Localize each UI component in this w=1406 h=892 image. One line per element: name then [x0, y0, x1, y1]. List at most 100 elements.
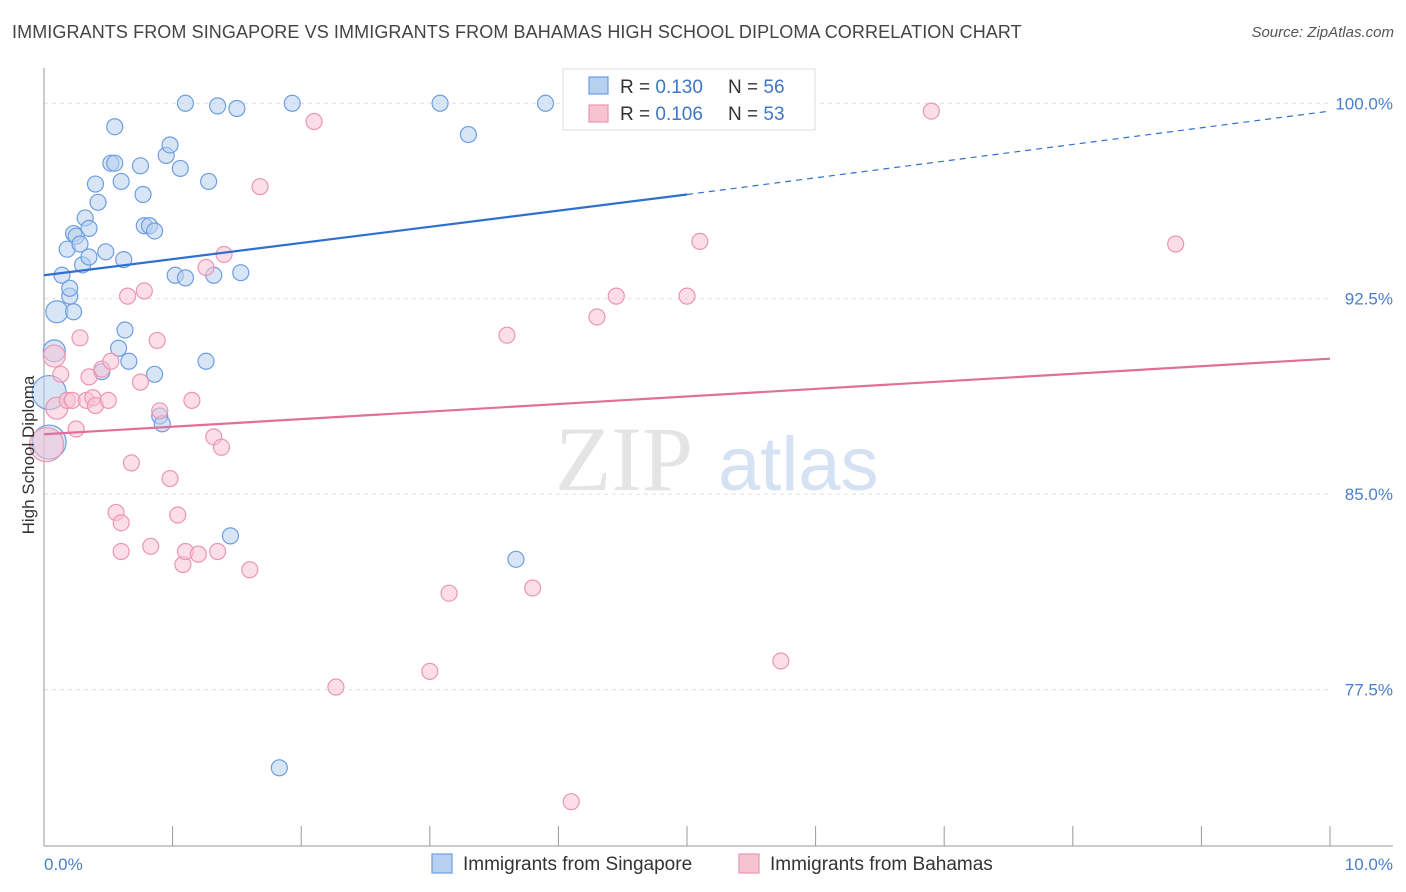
point-bahamas-29 [183, 391, 201, 409]
y-tick-label-0: 100.0% [1335, 94, 1393, 113]
svg-text:N = 53: N = 53 [728, 104, 785, 125]
point-singapore-22 [106, 154, 124, 172]
point-bahamas-46 [607, 287, 625, 305]
legend-r-value-bahamas: 0.106 [655, 104, 703, 125]
point-singapore-49 [270, 759, 288, 777]
legend-r-value-singapore: 0.130 [655, 77, 703, 98]
point-singapore-52 [459, 125, 477, 144]
point-bahamas-33 [209, 542, 227, 561]
watermark-atlas: atlas [718, 422, 879, 507]
point-bahamas-34 [212, 438, 231, 456]
legend-n-value-singapore: 56 [763, 77, 784, 98]
point-bahamas-44 [562, 793, 580, 811]
trend-line-bahamas [43, 357, 1331, 436]
point-bahamas-22 [142, 537, 160, 555]
x-tick-label-1: 10.0% [1345, 855, 1393, 874]
watermark: ZIP atlas [555, 408, 879, 510]
legend-r-label-bahamas: R = [620, 104, 655, 125]
point-singapore-40 [176, 269, 195, 287]
y-tick-label-3: 77.5% [1345, 681, 1393, 700]
legend-n-label-bahamas: N = [728, 104, 763, 125]
point-singapore-33 [145, 365, 164, 383]
point-bahamas-19 [122, 454, 141, 472]
legend-swatch-singapore [588, 76, 609, 95]
point-singapore-28 [131, 157, 150, 175]
point-singapore-7 [61, 279, 79, 297]
point-bahamas-50 [922, 102, 940, 120]
bottom-legend-swatch-bahamas [738, 853, 760, 874]
point-bahamas-51 [1167, 235, 1185, 253]
point-singapore-4 [53, 266, 71, 284]
x-axis-ticks [43, 826, 1331, 846]
point-singapore-54 [536, 94, 555, 112]
legend-swatch-bahamas [588, 104, 609, 123]
point-bahamas-24 [151, 402, 169, 420]
x-tick-label-0: 0.0% [44, 855, 83, 874]
point-bahamas-41 [440, 584, 458, 602]
point-singapore-29 [134, 185, 152, 204]
point-bahamas-9 [80, 368, 98, 386]
point-singapore-53 [507, 550, 525, 568]
bottom-legend-swatch-singapore [431, 853, 453, 874]
point-singapore-39 [171, 159, 189, 178]
correlation-legend: R = 0.130 N = 56 R = 0.106 N = 53 [562, 68, 816, 131]
point-bahamas-42 [498, 326, 516, 344]
point-bahamas-36 [241, 561, 259, 579]
point-singapore-26 [116, 321, 134, 339]
point-bahamas-38 [305, 112, 323, 131]
point-singapore-15 [80, 219, 98, 237]
point-singapore-8 [64, 303, 83, 321]
bottom-legend-label-singapore: Immigrants from Singapore [463, 854, 692, 875]
point-singapore-48 [232, 264, 250, 282]
point-bahamas-25 [161, 469, 179, 488]
point-bahamas-13 [99, 391, 117, 409]
point-bahamas-48 [691, 232, 709, 250]
y-tick-labels: 100.0% 92.5% 85.0% 77.5% [1335, 94, 1393, 699]
svg-text:N = 56: N = 56 [728, 77, 785, 98]
svg-text:R = 0.130: R = 0.130 [620, 77, 703, 98]
point-singapore-16 [86, 175, 105, 193]
trend-line-singapore [43, 193, 688, 277]
point-singapore-27 [120, 352, 138, 370]
legend-n-label-singapore: N = [728, 77, 763, 98]
point-singapore-45 [209, 97, 227, 115]
x-tick-labels: 0.0% 10.0% [44, 855, 1393, 874]
point-singapore-19 [97, 243, 115, 261]
point-singapore-21 [106, 118, 124, 136]
watermark-zip: ZIP [555, 408, 693, 510]
point-singapore-14 [80, 248, 98, 266]
point-bahamas-7 [71, 329, 89, 347]
point-bahamas-37 [251, 178, 269, 196]
point-singapore-24 [112, 172, 130, 191]
point-bahamas-45 [588, 308, 606, 326]
point-singapore-50 [283, 94, 301, 112]
y-axis-title: High School Diploma [19, 375, 38, 534]
point-bahamas-14 [102, 352, 120, 370]
point-bahamas-16 [112, 542, 130, 561]
point-bahamas-30 [189, 545, 207, 563]
point-bahamas-26 [169, 506, 187, 524]
point-bahamas-18 [118, 287, 137, 305]
point-bahamas-1 [42, 344, 66, 368]
trend-lines [43, 110, 1331, 436]
point-bahamas-40 [421, 662, 439, 680]
point-bahamas-17 [112, 514, 130, 532]
series-bahamas [28, 102, 1185, 811]
point-bahamas-20 [131, 373, 150, 391]
point-singapore-3 [45, 300, 69, 324]
point-singapore-25 [115, 251, 133, 269]
point-bahamas-3 [52, 365, 70, 383]
chart-source: Source: ZipAtlas.com [1251, 24, 1394, 41]
point-bahamas-31 [197, 258, 215, 277]
point-bahamas-0 [28, 427, 65, 463]
point-singapore-43 [200, 172, 218, 191]
point-bahamas-47 [678, 287, 696, 305]
point-singapore-51 [431, 94, 449, 112]
point-singapore-23 [109, 339, 128, 357]
y-tick-label-2: 85.0% [1345, 485, 1393, 504]
point-singapore-32 [145, 222, 164, 240]
legend-n-value-bahamas: 53 [763, 104, 784, 125]
point-singapore-42 [197, 352, 215, 370]
point-bahamas-21 [135, 282, 153, 300]
